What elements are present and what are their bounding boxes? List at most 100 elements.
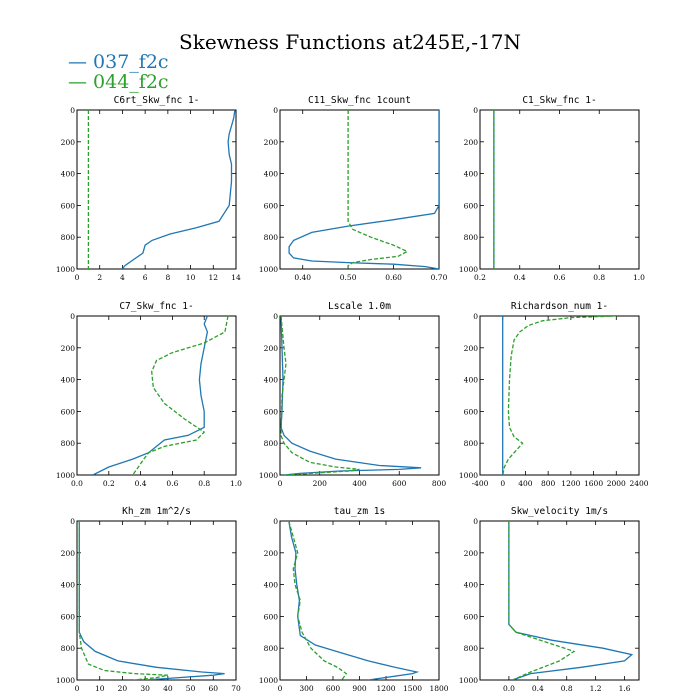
plot-frame <box>479 109 640 270</box>
x-tick-label: 0 <box>75 273 80 282</box>
series-line-037_f2c <box>288 110 439 269</box>
y-tick-label: 800 <box>264 233 279 242</box>
plot-frame <box>279 109 440 270</box>
y-tick-label: 400 <box>264 581 279 590</box>
y-tick-label: 600 <box>464 612 479 621</box>
y-tick-label: 800 <box>464 233 479 242</box>
panel-6: Richardson_num 1--400 0 400 800 1200 1600 2000… <box>459 301 649 488</box>
y-tick-label: 800 <box>264 644 279 653</box>
y-tick-label: 800 <box>264 439 279 448</box>
y-tick-label: 1000 <box>459 676 478 685</box>
x-tick-label: 600 <box>392 479 407 488</box>
x-tick-label: 12 <box>209 273 219 282</box>
y-tick-label: 1000 <box>259 471 278 480</box>
plot-frame <box>76 109 237 270</box>
x-tick-label: 1800 <box>429 684 448 693</box>
y-tick-label: 200 <box>464 549 479 558</box>
y-tick-label: 0 <box>70 106 75 115</box>
panel-5: Lscale 1.0m 0 200 400 600 800 0 200 400 600 800 100… <box>259 301 446 488</box>
x-tick-label: -400 <box>472 479 489 488</box>
panel-title: Skw_velocity 1m/s <box>511 506 608 517</box>
y-tick-label: 0 <box>70 517 75 526</box>
panel-8: tau_zm 1s 0 300 600 900 1200 1500 1800 0 200 400 60… <box>259 506 449 693</box>
y-tick-label: 0 <box>473 312 478 321</box>
x-tick-label: 0.70 <box>431 273 448 282</box>
x-tick-label: 0.50 <box>340 273 357 282</box>
x-tick-label: 800 <box>541 479 556 488</box>
y-tick-label: 200 <box>61 549 76 558</box>
panel-title: Lscale 1.0m <box>328 301 391 312</box>
y-tick-label: 200 <box>61 138 76 147</box>
y-tick-label: 1000 <box>259 676 278 685</box>
plot-frame <box>279 520 440 681</box>
x-tick-label: 4 <box>120 273 125 282</box>
x-tick-label: 70 <box>231 684 241 693</box>
plot-frame <box>76 520 237 681</box>
x-tick-label: 0.2 <box>474 273 486 282</box>
y-tick-label: 0 <box>273 106 278 115</box>
x-tick-label: 14 <box>231 273 241 282</box>
x-tick-label: 0.4 <box>135 479 147 488</box>
x-tick-label: 0 <box>278 684 283 693</box>
series-line-044_f2c <box>502 316 617 475</box>
y-tick-label: 400 <box>464 170 479 179</box>
plot-frame <box>76 315 237 476</box>
y-tick-label: 600 <box>464 407 479 416</box>
y-tick-label: 800 <box>61 233 76 242</box>
legend-line-044: — <box>68 71 94 93</box>
y-tick-label: 200 <box>264 549 279 558</box>
x-tick-label: 1200 <box>376 684 395 693</box>
y-tick-label: 400 <box>464 376 479 385</box>
legend-label-037: 037_f2c <box>93 51 169 73</box>
y-tick-label: 0 <box>273 312 278 321</box>
x-tick-label: 40 <box>163 684 173 693</box>
series-line-037_f2c <box>288 521 420 680</box>
x-tick-label: 0.2 <box>103 479 115 488</box>
x-tick-label: 1.2 <box>590 684 602 693</box>
x-tick-label: 0.0 <box>71 479 83 488</box>
plot-frame <box>279 315 440 476</box>
y-tick-label: 600 <box>61 201 76 210</box>
x-tick-label: 400 <box>518 479 533 488</box>
series-line-037_f2c <box>92 316 209 475</box>
x-tick-label: 800 <box>432 479 447 488</box>
legend: — 037_f2c — 044_f2c <box>68 52 169 92</box>
y-tick-label: 800 <box>61 439 76 448</box>
x-tick-label: 0.6 <box>166 479 178 488</box>
x-tick-label: 2400 <box>629 479 648 488</box>
x-tick-label: 8 <box>165 273 170 282</box>
y-tick-label: 400 <box>61 376 76 385</box>
y-tick-label: 600 <box>264 407 279 416</box>
y-tick-label: 800 <box>61 644 76 653</box>
x-tick-label: 20 <box>118 684 128 693</box>
y-tick-label: 1000 <box>56 676 75 685</box>
x-tick-label: 10 <box>186 273 196 282</box>
y-tick-label: 1000 <box>459 265 478 274</box>
x-tick-label: 1600 <box>584 479 603 488</box>
y-tick-label: 200 <box>61 344 76 353</box>
series-line-044_f2c <box>280 316 360 475</box>
y-tick-label: 600 <box>264 201 279 210</box>
x-tick-label: 10 <box>95 684 105 693</box>
plot-frame <box>479 520 640 681</box>
series-line-044_f2c <box>347 110 409 269</box>
x-tick-label: 0.8 <box>198 479 210 488</box>
y-tick-label: 1000 <box>259 265 278 274</box>
series-line-037_f2c <box>280 316 422 475</box>
series-line-044_f2c <box>288 521 348 680</box>
panel-title: Richardson_num 1- <box>511 301 608 312</box>
x-tick-label: 60 <box>209 684 219 693</box>
series-line-044_f2c <box>508 521 576 680</box>
y-tick-label: 200 <box>464 138 479 147</box>
x-tick-label: 30 <box>140 684 150 693</box>
x-tick-label: 600 <box>326 684 341 693</box>
x-tick-label: 300 <box>299 684 314 693</box>
legend-label-044: 044_f2c <box>93 71 169 93</box>
y-tick-label: 0 <box>70 312 75 321</box>
x-tick-label: 400 <box>352 479 367 488</box>
series-line-037_f2c <box>78 521 225 680</box>
x-tick-label: 0 <box>500 479 505 488</box>
x-tick-label: 2 <box>97 273 102 282</box>
y-tick-label: 600 <box>464 201 479 210</box>
y-tick-label: 200 <box>264 138 279 147</box>
